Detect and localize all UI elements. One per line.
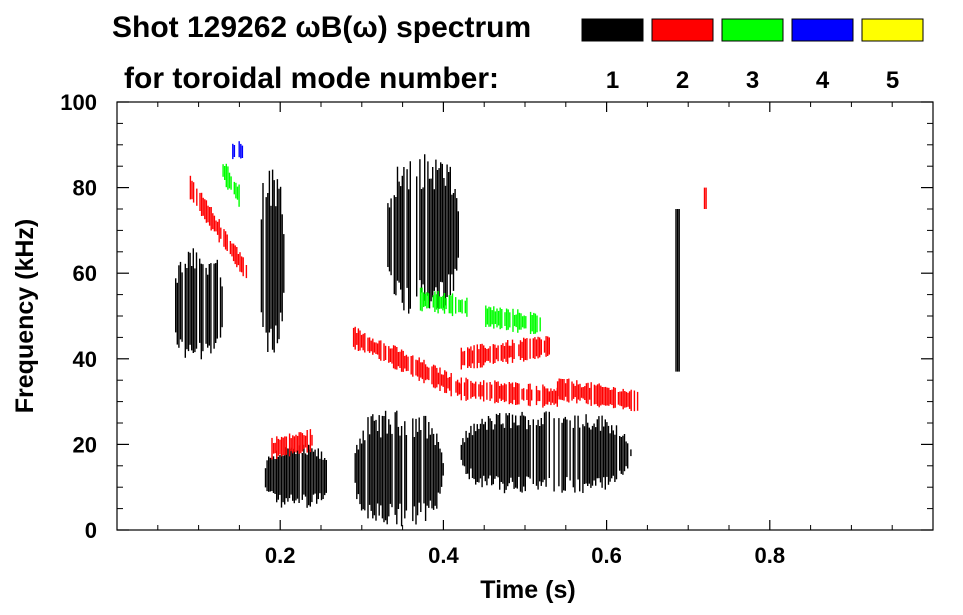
legend-label-5: 5 <box>886 67 899 94</box>
mode-4-blob <box>232 141 244 160</box>
y-axis-label: Frequency (kHz) <box>11 219 39 413</box>
y-tick-label: 20 <box>73 432 97 457</box>
mode-2-band <box>556 378 639 412</box>
mode-2-band <box>271 429 313 460</box>
y-tick-label: 100 <box>60 90 97 115</box>
x-axis-label: Time (s) <box>480 576 575 604</box>
legend: 1 2 3 4 5 <box>581 18 924 94</box>
mode-1-blob <box>260 169 285 353</box>
mode-2-features <box>189 175 707 460</box>
legend-swatch-1 <box>581 18 644 42</box>
mode-4-features <box>232 141 244 160</box>
legend-swatch-2 <box>651 18 714 42</box>
mode-3-band <box>485 305 541 334</box>
mode-1-blob <box>264 444 327 508</box>
mode-1-streak <box>675 209 680 372</box>
mode-1-blob <box>387 154 459 314</box>
y-tick-label: 60 <box>73 261 97 286</box>
x-tick-label: 0.6 <box>591 543 622 568</box>
mode-3-band <box>419 287 468 317</box>
legend-swatch-5 <box>861 18 924 42</box>
mode-2-band <box>460 336 550 370</box>
mode-3-features <box>222 163 541 334</box>
axes: 0.2 0.4 0.6 0.8 0 20 40 60 80 100 <box>60 90 933 568</box>
y-tick-label: 40 <box>73 347 97 372</box>
chart-title-line2: for toroidal mode number: <box>124 62 499 95</box>
mode-2-band <box>459 377 558 408</box>
legend-swatch-3 <box>721 18 784 42</box>
mode-1-blob <box>460 411 632 494</box>
legend-label-1: 1 <box>606 67 619 94</box>
spectrum-data <box>174 141 707 527</box>
y-tick-label: 0 <box>85 518 97 543</box>
x-tick-label: 0.4 <box>428 543 459 568</box>
legend-label-4: 4 <box>816 67 830 94</box>
mode-1-features <box>174 154 680 527</box>
x-tick-label: 0.8 <box>755 543 786 568</box>
mode-2-streak <box>703 187 707 209</box>
x-tick-label: 0.2 <box>265 543 296 568</box>
legend-swatch-4 <box>791 18 854 42</box>
mode-2-band <box>352 326 460 397</box>
chart-title-line1: Shot 129262 ωB(ω) spectrum <box>112 11 531 44</box>
mode-1-blob <box>174 248 223 360</box>
mode-1-blob <box>354 410 444 527</box>
mode-2-band <box>189 175 248 279</box>
legend-label-3: 3 <box>746 67 759 94</box>
legend-label-2: 2 <box>676 67 689 94</box>
y-tick-label: 80 <box>73 176 97 201</box>
mode-3-band <box>222 163 240 207</box>
